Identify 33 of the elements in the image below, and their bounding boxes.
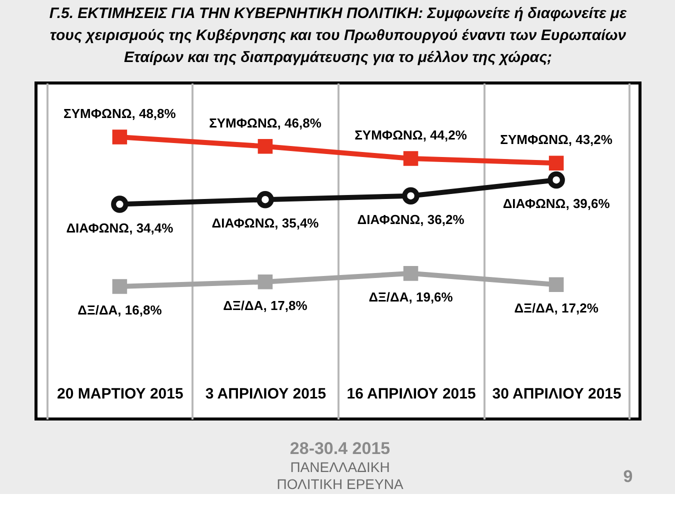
data-label: ΔΙΑΦΩΝΩ, 34,4% xyxy=(66,220,174,236)
point xyxy=(402,187,420,204)
data-label: ΔΞ/ΔΑ, 17,8% xyxy=(223,298,308,313)
point xyxy=(548,156,564,171)
data-label: ΣΥΜΦΩΝΩ, 48,8% xyxy=(64,106,176,121)
point xyxy=(112,130,128,144)
data-label: ΣΥΜΦΩΝΩ, 43,2% xyxy=(500,132,613,148)
chart-title: Γ.5. ΕΚΤΙΜΗΣΕΙΣ ΓΙΑ ΤΗΝ ΚΥΒΕΡΝΗΤΙΚΗ ΠΟΛΙΤΙΚΗ: Συμφωνείτε ή διαφωνείτε με τους χειρισμούς της Κυβέρνησης και του Πρωθυπουργού έναντι των Ευρωπαίων Εταίρων και της διαπραγμάτευσης για το μέλλον της χώρας; xyxy=(49,5,628,66)
point xyxy=(112,279,128,294)
point xyxy=(258,274,273,290)
point xyxy=(548,171,565,189)
point xyxy=(256,190,274,208)
x-tick-label: 20 ΜΑΡΤΙΟΥ 2015 xyxy=(57,386,184,402)
x-tick-label: 30 ΑΠΡΙΛΙΟΥ 2015 xyxy=(492,386,622,402)
data-label: ΣΥΜΦΩΝΩ, 44,2% xyxy=(354,127,468,142)
point xyxy=(403,151,418,166)
point xyxy=(111,196,128,213)
point xyxy=(258,138,273,154)
text: ΠΑΝΕΛΛΑΔΙΚΗ xyxy=(290,459,390,475)
text: 28-30.4 2015 xyxy=(290,439,390,458)
data-label: ΔΞ/ΔΑ, 16,8% xyxy=(78,302,162,318)
x-tick-label: 16 ΑΠΡΙΛΙΟΥ 2015 xyxy=(346,386,476,402)
x-tick-label: 3 ΑΠΡΙΛΙΟΥ 2015 xyxy=(205,386,326,402)
data-label: ΔΙΑΦΩΝΩ, 35,4% xyxy=(212,216,320,231)
data-label: ΔΞ/ΔΑ, 17,2% xyxy=(514,300,599,316)
point xyxy=(403,266,418,281)
data-label: ΔΞ/ΔΑ, 19,6% xyxy=(368,289,454,304)
data-label: ΔΙΑΦΩΝΩ, 39,6% xyxy=(502,196,610,211)
data-label: ΣΥΜΦΩΝΩ, 46,8% xyxy=(209,115,322,130)
point xyxy=(548,277,564,292)
text: ΠΟΛΙΤΙΚΗ ΕΡΕΥΝΑ xyxy=(276,476,404,492)
text: 9 xyxy=(623,467,633,486)
data-label: ΔΙΑΦΩΝΩ, 36,2% xyxy=(357,212,465,227)
